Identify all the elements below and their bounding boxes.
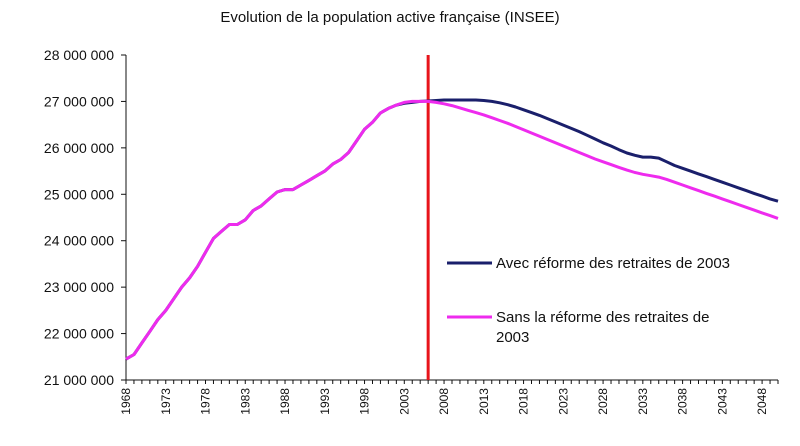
x-tick-label: 1988 <box>278 388 292 415</box>
y-tick-label: 23 000 000 <box>44 279 114 295</box>
y-tick-label: 22 000 000 <box>44 326 114 342</box>
x-tick-label: 1993 <box>318 388 332 415</box>
legend-label: 2003 <box>496 329 529 346</box>
y-tick-label: 21 000 000 <box>44 372 114 388</box>
x-tick-label: 1973 <box>159 388 173 415</box>
series-line-sans-reforme <box>125 99 779 361</box>
x-tick-label: 2008 <box>437 388 451 415</box>
y-tick-label: 27 000 000 <box>44 93 114 109</box>
y-tick-label: 26 000 000 <box>44 140 114 156</box>
x-tick-label: 2013 <box>477 388 491 415</box>
x-tick-label: 2048 <box>755 388 769 415</box>
x-tick-label: 1978 <box>199 388 213 415</box>
x-tick-label: 2018 <box>517 388 531 415</box>
x-tick-label: 2023 <box>556 388 570 415</box>
y-tick-label: 24 000 000 <box>44 233 114 249</box>
legend-label: Avec réforme des retraites de 2003 <box>496 255 730 272</box>
x-tick-label: 2033 <box>636 388 650 415</box>
x-tick-label: 2043 <box>715 388 729 415</box>
x-tick-label: 2003 <box>397 388 411 415</box>
series-group <box>125 98 779 361</box>
x-tick-label: 2038 <box>676 388 690 415</box>
axes: 21 000 000 22 000 000 23 000 000 24 000 000… <box>44 47 779 415</box>
legend: Avec réforme des retraites de 2003 Sans l… <box>447 255 730 346</box>
y-tick-label: 25 000 000 <box>44 186 114 202</box>
x-tick-label: 1998 <box>358 388 372 415</box>
x-tick-label: 1968 <box>119 388 133 415</box>
x-tick-label: 1983 <box>238 388 252 415</box>
legend-label: Sans la réforme des retraites de <box>496 309 709 326</box>
chart-title: Evolution de la population active frança… <box>220 9 559 26</box>
x-tick-label: 2028 <box>596 388 610 415</box>
y-tick-label: 28 000 000 <box>44 47 114 63</box>
